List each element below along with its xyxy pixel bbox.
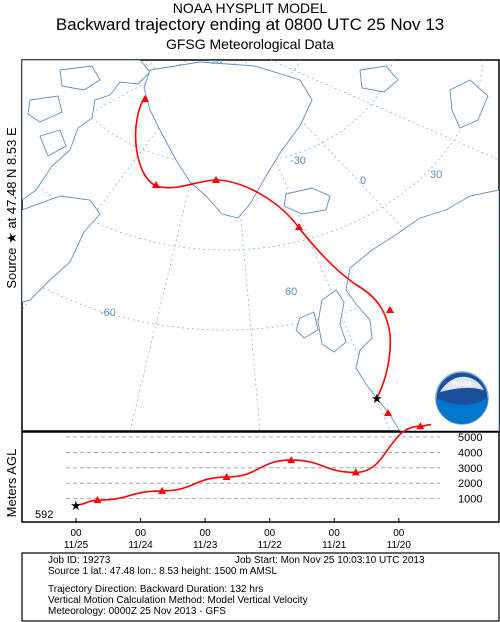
grid-label: 90 — [210, 55, 222, 67]
trajectory-marker — [141, 95, 149, 102]
job-id: Job ID: 19273 — [48, 555, 111, 566]
x-tick-date: 11/23 — [193, 540, 218, 551]
profile-start-star-icon: ★ — [70, 498, 82, 513]
data-source: GFSG Meteorological Data — [165, 36, 335, 52]
grid-label: 30 — [430, 169, 442, 181]
profile-frame — [21, 431, 500, 523]
job-start: Job Start: Mon Nov 25 10:03:10 UTC 2013 — [235, 555, 425, 566]
grid-label: 60 — [285, 286, 297, 298]
noaa-logo: noaa — [435, 371, 489, 425]
source-star-icon: ★ — [371, 391, 383, 406]
profile-gridlines — [66, 436, 440, 500]
profile-marker — [416, 422, 425, 430]
grid-label: 0 — [360, 175, 366, 187]
meteorology: Meteorology: 0000Z 25 Nov 2013 - GFS — [48, 606, 226, 617]
profile-y-ticks: 5000 4000 3000 2000 1000 — [458, 432, 482, 506]
height-profile-line — [75, 423, 432, 506]
grid-label: -60 — [100, 307, 116, 319]
vertical-motion-method: Vertical Motion Calculation Method: Mode… — [48, 595, 308, 606]
x-tick-top: 00 — [70, 528, 82, 539]
info-frame — [21, 552, 500, 622]
trajectory-marker — [152, 181, 160, 188]
profile-marker — [287, 456, 296, 464]
x-tick-date: 11/21 — [322, 540, 347, 551]
start-height-label: 592 — [35, 509, 53, 521]
source-details: Source 1 lat.: 47.48 lon.: 8.53 height: … — [48, 566, 278, 577]
trajectory-marker — [295, 223, 303, 230]
y-tick-label: 2000 — [458, 478, 482, 490]
profile-marker — [351, 468, 360, 476]
y-tick-label: 5000 — [458, 432, 482, 444]
profile-marker — [158, 486, 167, 494]
y-tick-label: 1000 — [458, 494, 482, 506]
trajectory-marker — [386, 306, 394, 313]
x-tick-top: 00 — [264, 528, 276, 539]
x-tick-top: 00 — [329, 528, 341, 539]
x-tick-top: 00 — [135, 528, 147, 539]
x-tick-date: 11/22 — [258, 540, 283, 551]
x-tick-date: 11/25 — [64, 540, 89, 551]
y-tick-label: 3000 — [458, 463, 482, 475]
trajectory-direction: Trajectory Direction: Backward Duration:… — [48, 584, 264, 595]
height-profile: ★ — [70, 422, 432, 513]
x-tick-top: 00 — [200, 528, 212, 539]
x-tick-date: 11/24 — [128, 540, 153, 551]
trajectory-marker — [212, 176, 220, 183]
trajectory-line — [134, 98, 392, 399]
y-tick-label: 4000 — [458, 447, 482, 459]
coastlines — [22, 60, 499, 431]
model-name: NOAA HYSPLIT MODEL — [172, 0, 328, 16]
profile-marker — [222, 473, 231, 481]
logo-text: noaa — [453, 379, 472, 388]
trajectory-marker — [384, 409, 392, 416]
profile-marker — [93, 496, 102, 504]
grid-label: -30 — [290, 155, 306, 167]
profile-x-ticks: 0011/250011/240011/230011/220011/210011/… — [64, 518, 412, 551]
x-tick-top: 00 — [393, 528, 405, 539]
map-canvas: 90 -30 30 0 60 -60 ★ noaa — [22, 55, 499, 431]
page-title: Backward trajectory ending at 0800 UTC 2… — [55, 15, 445, 34]
x-tick-date: 11/20 — [387, 540, 412, 551]
